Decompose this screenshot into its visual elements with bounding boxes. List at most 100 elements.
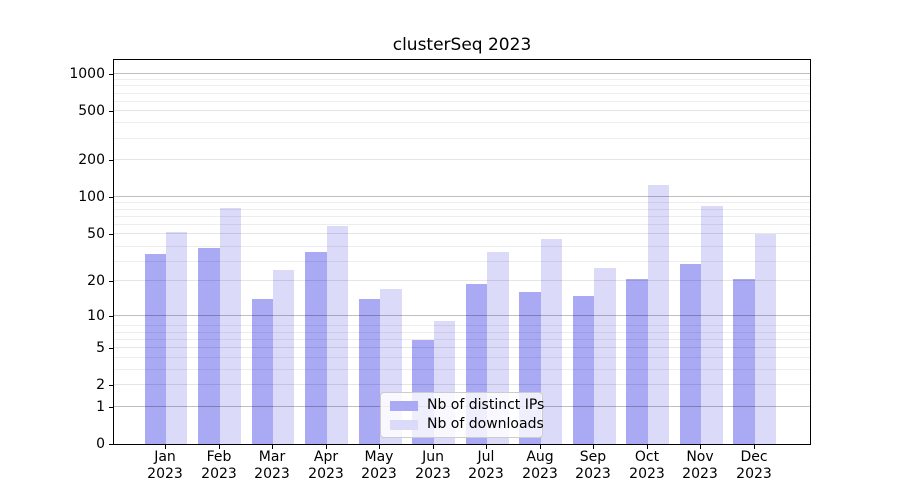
y-tick-mark	[109, 234, 113, 235]
gridline	[114, 232, 810, 234]
x-tick-label: Nov 2023	[682, 449, 718, 482]
bar-distinct-ips	[572, 295, 595, 444]
y-tick-label: 50	[87, 226, 105, 242]
bar-distinct-ips	[198, 248, 220, 444]
x-tick-label: Jun 2023	[415, 449, 451, 482]
bar-downloads	[647, 184, 670, 444]
x-tick-mark	[219, 445, 220, 449]
bar-distinct-ips	[251, 299, 274, 444]
bar-downloads	[701, 205, 723, 444]
y-tick-label: 10	[87, 308, 105, 324]
x-tick-label: Jan 2023	[147, 449, 183, 482]
plot-area: Nb of distinct IPs Nb of downloads	[113, 59, 811, 445]
legend-swatch-downloads	[390, 419, 418, 430]
x-tick-mark	[486, 445, 487, 449]
gridline-minor	[114, 85, 810, 87]
gridline-minor	[114, 100, 810, 102]
bar-downloads	[594, 267, 616, 444]
y-tick-mark	[109, 444, 113, 445]
gridline	[114, 314, 810, 316]
bar-distinct-ips	[679, 263, 702, 444]
x-tick-label: Jul 2023	[468, 449, 504, 482]
gridline-minor	[114, 338, 810, 340]
y-tick-mark	[109, 407, 113, 408]
bar-distinct-ips	[305, 252, 327, 444]
gridline-minor	[114, 245, 810, 247]
x-tick-mark	[700, 445, 701, 449]
x-tick-label: Dec 2023	[736, 449, 772, 482]
x-tick-label: Mar 2023	[254, 449, 290, 482]
gridline-minor	[114, 325, 810, 327]
x-tick-label: May 2023	[361, 449, 397, 482]
x-tick-label: Aug 2023	[522, 449, 558, 482]
legend: Nb of distinct IPs Nb of downloads	[380, 392, 544, 438]
gridline	[114, 159, 810, 161]
bar-distinct-ips	[626, 278, 648, 444]
y-tick-label: 1	[96, 399, 105, 415]
gridline	[114, 280, 810, 282]
x-tick-mark	[272, 445, 273, 449]
legend-entry-distinct-ips: Nb of distinct IPs	[390, 398, 544, 413]
gridline	[114, 196, 810, 198]
gridline-minor	[114, 79, 810, 80]
bar-downloads	[326, 225, 348, 444]
x-tick-mark	[647, 445, 648, 449]
y-tick-label: 20	[87, 273, 105, 289]
bar-downloads	[219, 207, 241, 444]
gridline-minor	[114, 92, 810, 94]
bar-distinct-ips	[358, 299, 381, 444]
y-tick-label: 2	[96, 377, 105, 393]
y-tick-mark	[109, 385, 113, 386]
bar-distinct-ips	[733, 278, 755, 444]
x-tick-mark	[379, 445, 380, 449]
bar-distinct-ips	[144, 253, 166, 444]
x-tick-mark	[433, 445, 434, 449]
gridline-minor	[114, 331, 810, 333]
gridline-minor	[114, 368, 810, 370]
bar-downloads	[754, 233, 777, 444]
x-tick-label: Feb 2023	[201, 449, 237, 482]
gridline-minor	[114, 208, 810, 210]
gridline	[114, 110, 810, 112]
y-tick-mark	[109, 160, 113, 161]
y-tick-mark	[109, 111, 113, 112]
gridline-minor	[114, 202, 810, 204]
gridline	[114, 73, 810, 75]
y-tick-label: 0	[96, 436, 105, 452]
y-tick-mark	[109, 74, 113, 75]
y-tick-label: 500	[78, 103, 105, 119]
x-tick-label: Sep 2023	[575, 449, 611, 482]
x-tick-label: Oct 2023	[629, 449, 665, 482]
bar-downloads	[166, 231, 188, 444]
bar-downloads	[273, 269, 295, 444]
legend-entry-downloads: Nb of downloads	[390, 417, 544, 432]
legend-label-distinct-ips: Nb of distinct IPs	[427, 397, 545, 413]
legend-label-downloads: Nb of downloads	[427, 416, 544, 432]
y-tick-mark	[109, 197, 113, 198]
gridline-minor	[114, 223, 810, 225]
chart-title: clusterSeq 2023	[392, 35, 532, 55]
y-tick-label: 200	[78, 152, 105, 168]
y-tick-label: 5	[96, 340, 105, 356]
gridline	[114, 384, 810, 386]
gridline-minor	[114, 356, 810, 358]
y-tick-label: 1000	[69, 66, 105, 82]
x-tick-mark	[326, 445, 327, 449]
gridline-minor	[114, 137, 810, 139]
gridline-minor	[114, 215, 810, 217]
gridline-minor	[114, 261, 810, 262]
y-tick-label: 100	[78, 189, 105, 205]
x-tick-mark	[540, 445, 541, 449]
x-tick-mark	[165, 445, 166, 449]
x-tick-mark	[754, 445, 755, 449]
x-tick-label: Apr 2023	[308, 449, 344, 482]
gridline	[114, 347, 810, 349]
gridline-minor	[114, 122, 810, 124]
legend-swatch-distinct-ips	[390, 400, 418, 411]
y-tick-mark	[109, 348, 113, 349]
y-tick-mark	[109, 316, 113, 317]
bar-downloads	[540, 239, 563, 444]
y-tick-mark	[109, 281, 113, 282]
x-tick-mark	[593, 445, 594, 449]
